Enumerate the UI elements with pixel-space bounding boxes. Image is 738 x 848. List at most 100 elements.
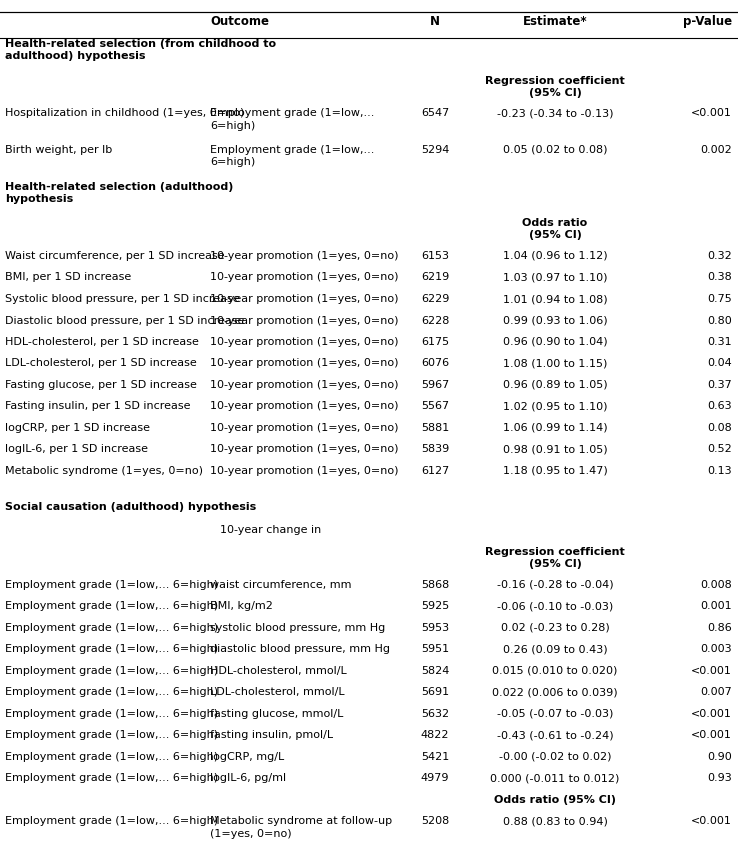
Text: 0.96 (0.90 to 1.04): 0.96 (0.90 to 1.04) <box>503 337 607 347</box>
Text: -0.00 (-0.02 to 0.02): -0.00 (-0.02 to 0.02) <box>499 752 611 762</box>
Text: 10-year promotion (1=yes, 0=no): 10-year promotion (1=yes, 0=no) <box>210 380 399 390</box>
Text: 10-year change in: 10-year change in <box>220 526 321 535</box>
Text: Employment grade (1=low,... 6=high): Employment grade (1=low,... 6=high) <box>5 817 218 827</box>
Text: <0.001: <0.001 <box>691 817 732 827</box>
Text: 0.63: 0.63 <box>708 401 732 411</box>
Text: 0.99 (0.93 to 1.06): 0.99 (0.93 to 1.06) <box>503 315 607 326</box>
Text: 1.06 (0.99 to 1.14): 1.06 (0.99 to 1.14) <box>503 423 607 433</box>
Text: 6228: 6228 <box>421 315 449 326</box>
Text: logCRP, mg/L: logCRP, mg/L <box>210 752 284 762</box>
Text: 10-year promotion (1=yes, 0=no): 10-year promotion (1=yes, 0=no) <box>210 444 399 455</box>
Text: <0.001: <0.001 <box>691 109 732 119</box>
Text: 0.05 (0.02 to 0.08): 0.05 (0.02 to 0.08) <box>503 145 607 155</box>
Text: 4822: 4822 <box>421 730 449 740</box>
Text: 5294: 5294 <box>421 145 449 155</box>
Text: 5881: 5881 <box>421 423 449 433</box>
Text: 5691: 5691 <box>421 688 449 698</box>
Text: Employment grade (1=low,... 6=high): Employment grade (1=low,... 6=high) <box>5 773 218 784</box>
Text: 6219: 6219 <box>421 272 449 282</box>
Text: 0.90: 0.90 <box>707 752 732 762</box>
Text: 6229: 6229 <box>421 294 449 304</box>
Text: Estimate*: Estimate* <box>523 15 587 28</box>
Text: HDL-cholesterol, per 1 SD increase: HDL-cholesterol, per 1 SD increase <box>5 337 199 347</box>
Text: 6076: 6076 <box>421 359 449 369</box>
Text: 10-year promotion (1=yes, 0=no): 10-year promotion (1=yes, 0=no) <box>210 294 399 304</box>
Text: 10-year promotion (1=yes, 0=no): 10-year promotion (1=yes, 0=no) <box>210 337 399 347</box>
Text: Metabolic syndrome (1=yes, 0=no): Metabolic syndrome (1=yes, 0=no) <box>5 466 203 476</box>
Text: 10-year promotion (1=yes, 0=no): 10-year promotion (1=yes, 0=no) <box>210 359 399 369</box>
Text: logIL-6, per 1 SD increase: logIL-6, per 1 SD increase <box>5 444 148 455</box>
Text: Employment grade (1=low,... 6=high): Employment grade (1=low,... 6=high) <box>5 623 218 633</box>
Text: 5208: 5208 <box>421 817 449 827</box>
Text: Employment grade (1=low,... 6=high): Employment grade (1=low,... 6=high) <box>5 688 218 698</box>
Text: 0.26 (0.09 to 0.43): 0.26 (0.09 to 0.43) <box>503 644 607 655</box>
Text: Employment grade (1=low,... 6=high): Employment grade (1=low,... 6=high) <box>5 752 218 762</box>
Text: -0.05 (-0.07 to -0.03): -0.05 (-0.07 to -0.03) <box>497 709 613 719</box>
Text: 10-year promotion (1=yes, 0=no): 10-year promotion (1=yes, 0=no) <box>210 423 399 433</box>
Text: 6127: 6127 <box>421 466 449 476</box>
Text: Employment grade (1=low,... 6=high): Employment grade (1=low,... 6=high) <box>5 709 218 719</box>
Text: Metabolic syndrome at follow-up
(1=yes, 0=no): Metabolic syndrome at follow-up (1=yes, … <box>210 817 392 839</box>
Text: diastolic blood pressure, mm Hg: diastolic blood pressure, mm Hg <box>210 644 390 655</box>
Text: 0.86: 0.86 <box>707 623 732 633</box>
Text: LDL-cholesterol, per 1 SD increase: LDL-cholesterol, per 1 SD increase <box>5 359 197 369</box>
Text: 1.18 (0.95 to 1.47): 1.18 (0.95 to 1.47) <box>503 466 607 476</box>
Text: 5632: 5632 <box>421 709 449 719</box>
Text: 5868: 5868 <box>421 580 449 590</box>
Text: Social causation (adulthood) hypothesis: Social causation (adulthood) hypothesis <box>5 503 256 512</box>
Text: Health-related selection (adulthood)
hypothesis: Health-related selection (adulthood) hyp… <box>5 181 233 204</box>
Text: Employment grade (1=low,... 6=high): Employment grade (1=low,... 6=high) <box>5 580 218 590</box>
Text: Employment grade (1=low,... 6=high): Employment grade (1=low,... 6=high) <box>5 601 218 611</box>
Text: Regression coefficient
(95% CI): Regression coefficient (95% CI) <box>485 75 625 98</box>
Text: -0.16 (-0.28 to -0.04): -0.16 (-0.28 to -0.04) <box>497 580 613 590</box>
Text: Fasting glucose, per 1 SD increase: Fasting glucose, per 1 SD increase <box>5 380 197 390</box>
Text: 5925: 5925 <box>421 601 449 611</box>
Text: 0.31: 0.31 <box>708 337 732 347</box>
Text: p-Value: p-Value <box>683 15 732 28</box>
Text: logCRP, per 1 SD increase: logCRP, per 1 SD increase <box>5 423 150 433</box>
Text: 5421: 5421 <box>421 752 449 762</box>
Text: 0.96 (0.89 to 1.05): 0.96 (0.89 to 1.05) <box>503 380 607 390</box>
Text: Birth weight, per lb: Birth weight, per lb <box>5 145 112 155</box>
Text: 6153: 6153 <box>421 251 449 261</box>
Text: 0.015 (0.010 to 0.020): 0.015 (0.010 to 0.020) <box>492 666 618 676</box>
Text: 0.37: 0.37 <box>707 380 732 390</box>
Text: LDL-cholesterol, mmol/L: LDL-cholesterol, mmol/L <box>210 688 345 698</box>
Text: 5953: 5953 <box>421 623 449 633</box>
Text: <0.001: <0.001 <box>691 709 732 719</box>
Text: HDL-cholesterol, mmol/L: HDL-cholesterol, mmol/L <box>210 666 347 676</box>
Text: waist circumference, mm: waist circumference, mm <box>210 580 351 590</box>
Text: 0.000 (-0.011 to 0.012): 0.000 (-0.011 to 0.012) <box>490 773 620 784</box>
Text: 10-year promotion (1=yes, 0=no): 10-year promotion (1=yes, 0=no) <box>210 272 399 282</box>
Text: 0.88 (0.83 to 0.94): 0.88 (0.83 to 0.94) <box>503 817 607 827</box>
Text: 0.32: 0.32 <box>707 251 732 261</box>
Text: 0.008: 0.008 <box>700 580 732 590</box>
Text: 0.022 (0.006 to 0.039): 0.022 (0.006 to 0.039) <box>492 688 618 698</box>
Text: 10-year promotion (1=yes, 0=no): 10-year promotion (1=yes, 0=no) <box>210 315 399 326</box>
Text: Employment grade (1=low,... 6=high): Employment grade (1=low,... 6=high) <box>5 730 218 740</box>
Text: Employment grade (1=low,... 6=high): Employment grade (1=low,... 6=high) <box>5 666 218 676</box>
Text: 0.93: 0.93 <box>707 773 732 784</box>
Text: 10-year promotion (1=yes, 0=no): 10-year promotion (1=yes, 0=no) <box>210 466 399 476</box>
Text: 1.08 (1.00 to 1.15): 1.08 (1.00 to 1.15) <box>503 359 607 369</box>
Text: -0.23 (-0.34 to -0.13): -0.23 (-0.34 to -0.13) <box>497 109 613 119</box>
Text: 5567: 5567 <box>421 401 449 411</box>
Text: fasting glucose, mmol/L: fasting glucose, mmol/L <box>210 709 343 719</box>
Text: -0.43 (-0.61 to -0.24): -0.43 (-0.61 to -0.24) <box>497 730 613 740</box>
Text: 0.52: 0.52 <box>707 444 732 455</box>
Text: 0.38: 0.38 <box>707 272 732 282</box>
Text: 5967: 5967 <box>421 380 449 390</box>
Text: Hospitalization in childhood (1=yes, 0=no): Hospitalization in childhood (1=yes, 0=n… <box>5 109 244 119</box>
Text: 0.08: 0.08 <box>707 423 732 433</box>
Text: <0.001: <0.001 <box>691 730 732 740</box>
Text: Employment grade (1=low,...
6=high): Employment grade (1=low,... 6=high) <box>210 145 374 167</box>
Text: logIL-6, pg/ml: logIL-6, pg/ml <box>210 773 286 784</box>
Text: 10-year promotion (1=yes, 0=no): 10-year promotion (1=yes, 0=no) <box>210 401 399 411</box>
Text: 4979: 4979 <box>421 773 449 784</box>
Text: 6547: 6547 <box>421 109 449 119</box>
Text: 5839: 5839 <box>421 444 449 455</box>
Text: 0.75: 0.75 <box>707 294 732 304</box>
Text: Employment grade (1=low,...
6=high): Employment grade (1=low,... 6=high) <box>210 109 374 131</box>
Text: 0.02 (-0.23 to 0.28): 0.02 (-0.23 to 0.28) <box>500 623 610 633</box>
Text: systolic blood pressure, mm Hg: systolic blood pressure, mm Hg <box>210 623 385 633</box>
